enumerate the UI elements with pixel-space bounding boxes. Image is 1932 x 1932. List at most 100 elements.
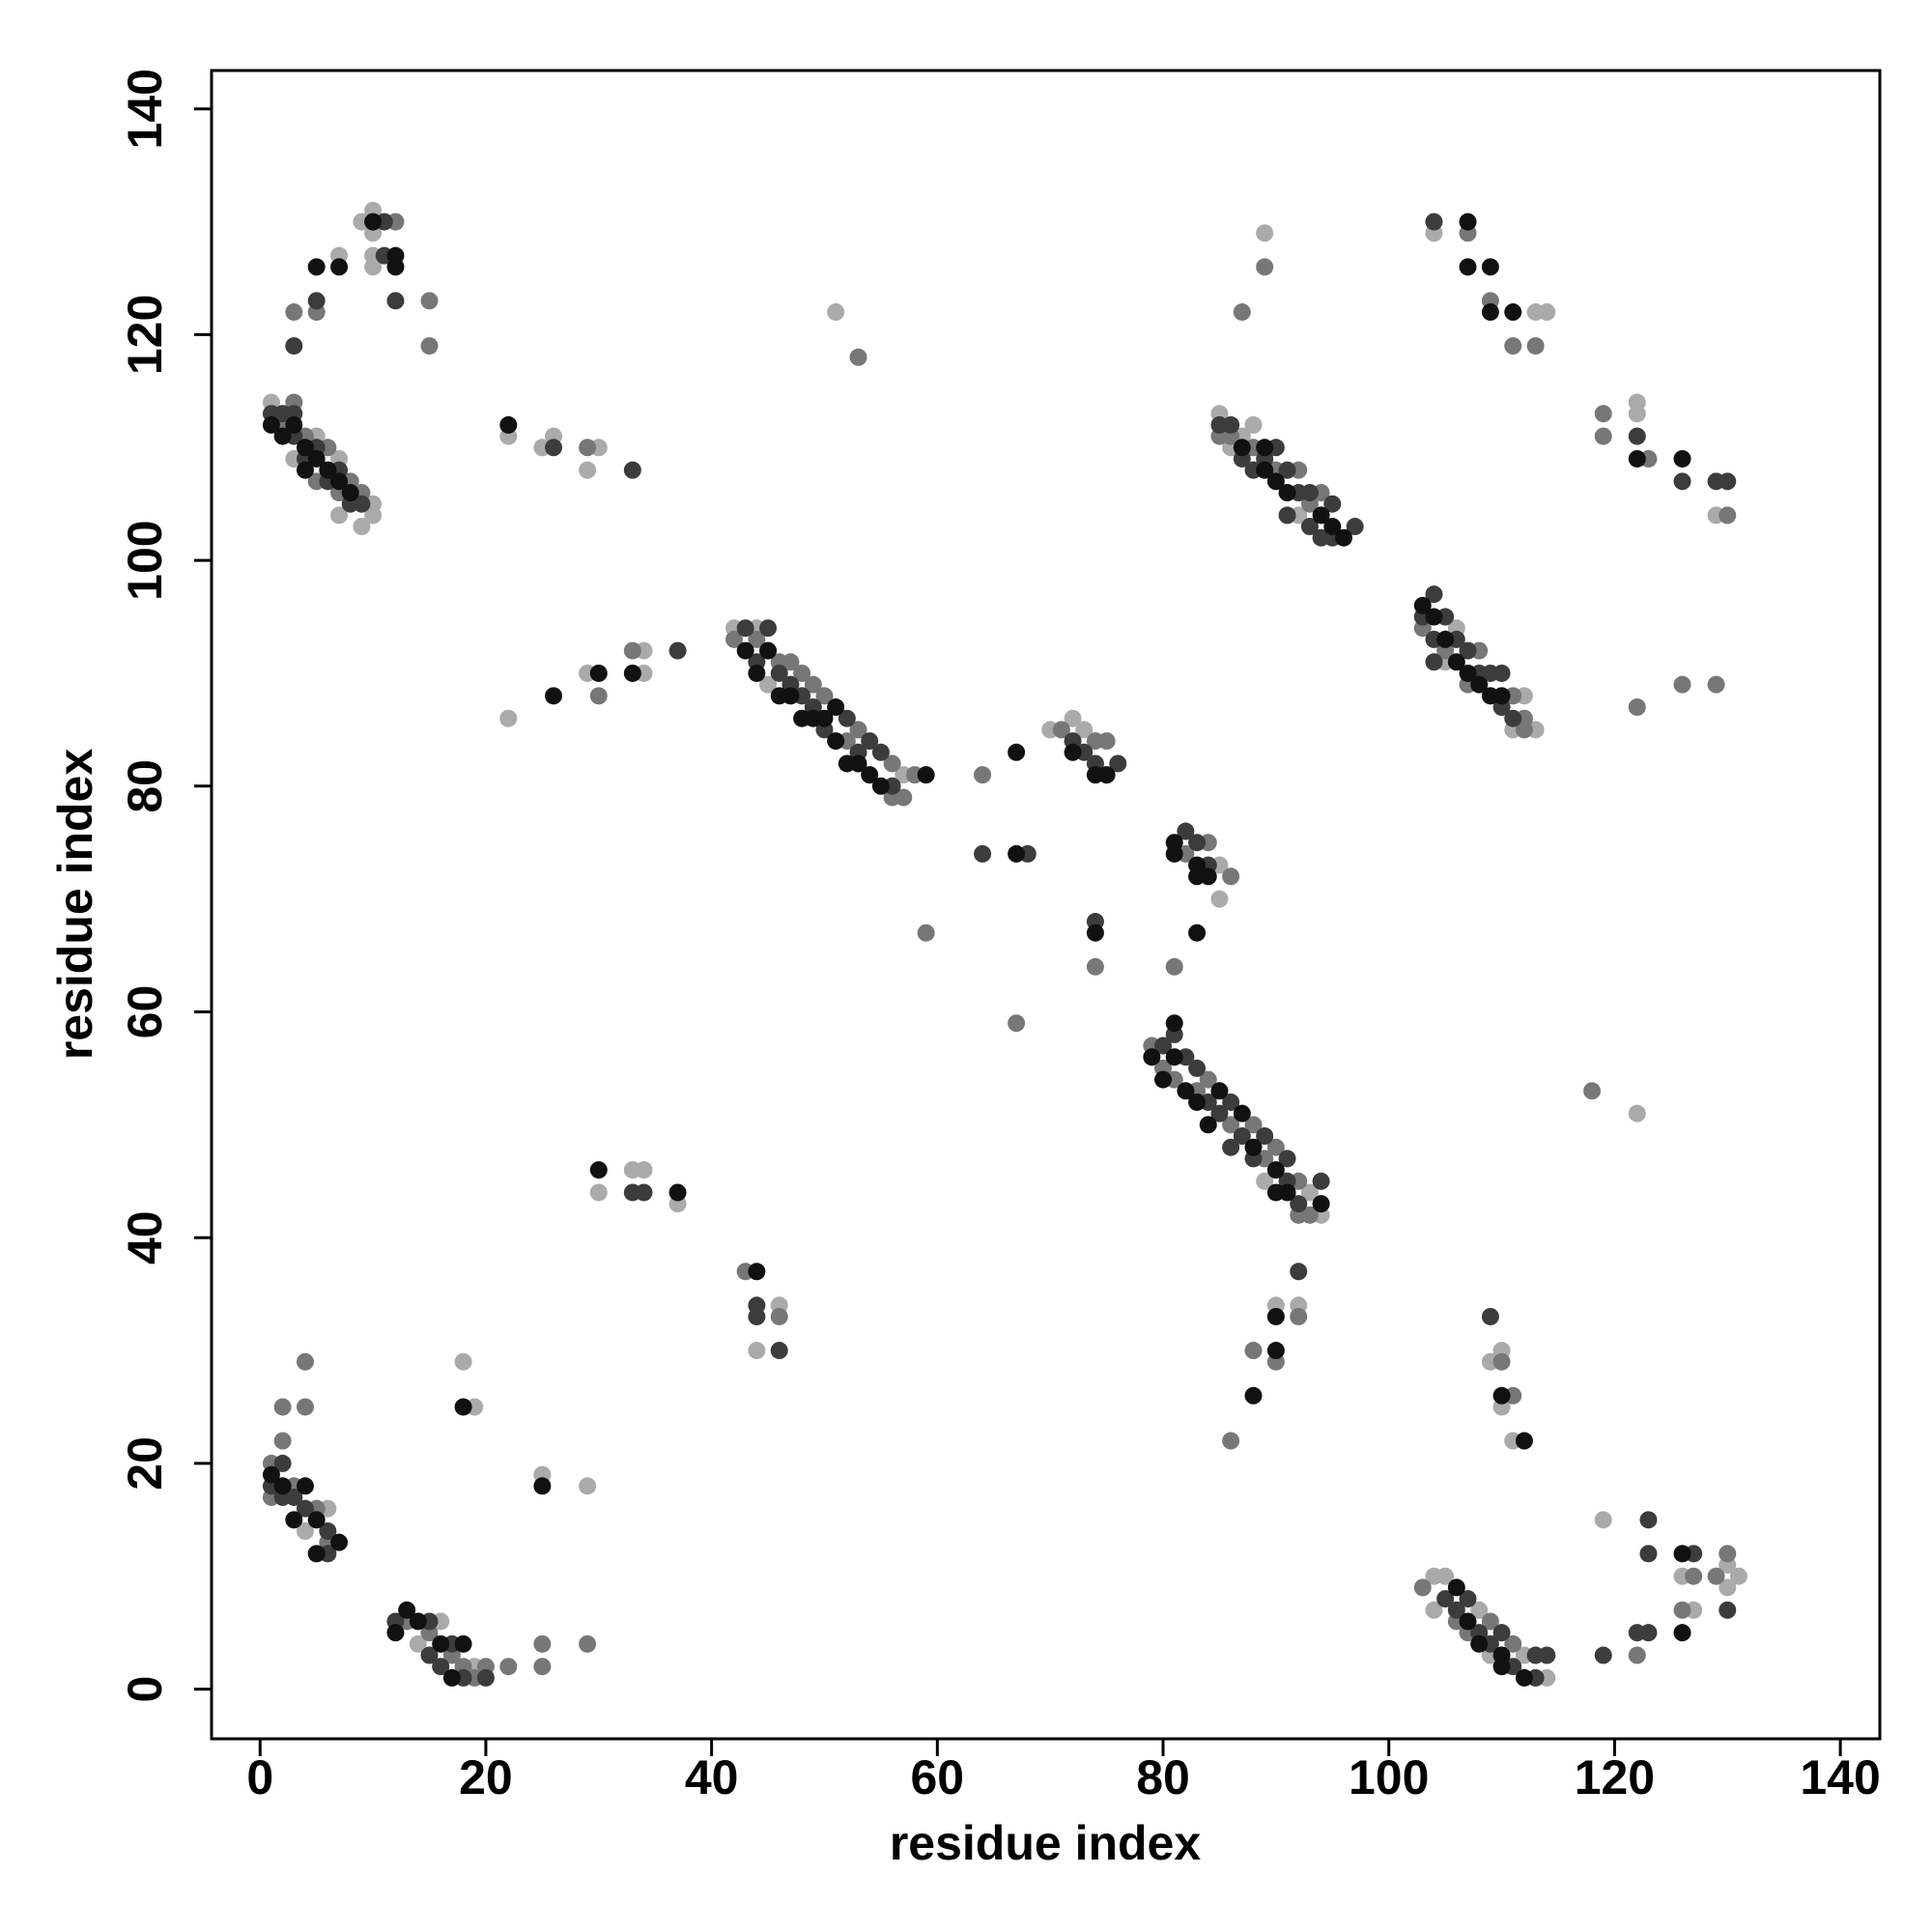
- point: [273, 1477, 292, 1495]
- point: [1492, 687, 1511, 705]
- point: [804, 675, 822, 694]
- point: [1413, 1578, 1432, 1597]
- point: [1504, 1634, 1522, 1653]
- point: [974, 844, 992, 863]
- point: [1628, 405, 1646, 423]
- y-tick-label: 40: [118, 1210, 172, 1264]
- point: [1244, 1138, 1263, 1156]
- point: [1143, 1048, 1161, 1066]
- point: [781, 687, 800, 705]
- point: [589, 1161, 608, 1179]
- point: [296, 1499, 314, 1518]
- point: [1222, 1138, 1240, 1156]
- point: [1210, 1082, 1229, 1100]
- point: [579, 461, 597, 479]
- point: [1256, 258, 1274, 276]
- point: [1278, 506, 1296, 525]
- point: [1256, 1127, 1274, 1146]
- point: [849, 348, 867, 366]
- point: [1526, 337, 1545, 355]
- point: [386, 1624, 405, 1642]
- point: [1594, 1646, 1612, 1664]
- point: [849, 721, 867, 739]
- point: [1594, 405, 1612, 423]
- point: [1233, 1104, 1251, 1122]
- point: [285, 1511, 303, 1529]
- point: [1177, 1082, 1195, 1100]
- point: [1425, 608, 1443, 626]
- point: [1266, 1161, 1285, 1179]
- point: [589, 1183, 608, 1202]
- point: [849, 754, 867, 773]
- x-tick-label: 60: [911, 1750, 965, 1804]
- point: [1210, 1104, 1229, 1122]
- point: [273, 1454, 292, 1472]
- x-tick-label: 100: [1349, 1750, 1429, 1804]
- point: [1719, 506, 1737, 525]
- point: [442, 1668, 461, 1687]
- point: [273, 427, 292, 445]
- point: [579, 1634, 597, 1653]
- point: [1188, 834, 1207, 852]
- point: [1256, 1172, 1274, 1190]
- point: [736, 641, 754, 660]
- point: [1492, 664, 1511, 682]
- point: [623, 641, 641, 660]
- point: [1729, 1567, 1747, 1585]
- point: [1628, 698, 1646, 717]
- point: [1628, 449, 1646, 468]
- point: [386, 292, 405, 310]
- point: [1278, 461, 1296, 479]
- point: [1154, 1070, 1173, 1089]
- point: [1244, 1386, 1263, 1405]
- point: [1300, 518, 1319, 536]
- point: [1628, 1104, 1646, 1122]
- point: [759, 641, 778, 660]
- point: [1233, 439, 1251, 457]
- point: [545, 687, 563, 705]
- point: [1673, 1601, 1691, 1619]
- point: [1323, 518, 1342, 536]
- point: [1312, 506, 1330, 525]
- y-tick-label: 80: [118, 759, 172, 813]
- point: [533, 1658, 552, 1676]
- point: [1504, 303, 1522, 322]
- point: [589, 664, 608, 682]
- point: [668, 641, 687, 660]
- point: [353, 518, 371, 536]
- point: [454, 1634, 472, 1653]
- point: [341, 484, 359, 502]
- plot-frame: [210, 69, 1882, 1741]
- point: [1425, 653, 1443, 671]
- point: [861, 766, 879, 784]
- point: [1459, 1612, 1477, 1631]
- point: [1481, 1612, 1499, 1631]
- point: [1165, 1014, 1183, 1033]
- x-tick-label: 120: [1575, 1750, 1655, 1804]
- point: [1413, 596, 1432, 614]
- point: [1673, 1545, 1691, 1563]
- point: [296, 1398, 314, 1416]
- point: [296, 1522, 314, 1541]
- point: [1504, 709, 1522, 727]
- point: [1719, 472, 1737, 491]
- y-tick-label: 60: [118, 985, 172, 1039]
- point: [1165, 1048, 1183, 1066]
- point: [1447, 1601, 1465, 1619]
- point: [307, 1545, 326, 1563]
- y-tick-label: 100: [118, 520, 172, 600]
- point: [623, 664, 641, 682]
- point: [499, 415, 518, 434]
- point: [871, 743, 890, 761]
- point: [1673, 1624, 1691, 1642]
- point: [1594, 427, 1612, 445]
- point: [1222, 1432, 1240, 1450]
- point: [827, 732, 845, 751]
- point: [533, 1634, 552, 1653]
- point: [1719, 1601, 1737, 1619]
- point: [1639, 1624, 1658, 1642]
- point: [1425, 213, 1443, 231]
- point: [815, 687, 834, 705]
- point: [1097, 766, 1116, 784]
